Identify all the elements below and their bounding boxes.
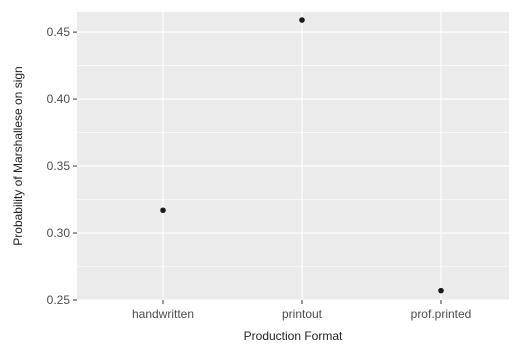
- x-axis-title: Production Format: [244, 329, 343, 343]
- data-points: [160, 17, 444, 294]
- y-tick-label: 0.25: [47, 293, 71, 307]
- axis-ticks: [73, 31, 442, 304]
- data-point-printout: [299, 17, 305, 23]
- y-tick-label: 0.35: [47, 159, 71, 173]
- plot-panel: [77, 12, 509, 300]
- y-tick-label: 0.30: [47, 226, 71, 240]
- tick-labels: 0.25 0.30 0.35 0.40 0.45 handwritten printout p…: [47, 25, 472, 321]
- y-axis-title: Probability of Marshallese on sign: [11, 66, 25, 245]
- data-point-handwritten: [160, 207, 166, 214]
- x-tick-label: printout: [282, 307, 323, 321]
- y-tick-label: 0.40: [47, 92, 71, 106]
- data-point-prof-printed: [438, 287, 444, 294]
- x-tick-label: prof.printed: [411, 307, 472, 321]
- major-gridlines: [77, 12, 509, 301]
- y-tick-label: 0.45: [47, 25, 71, 39]
- minor-gridlines: [77, 65, 509, 267]
- x-tick-label: handwritten: [132, 307, 194, 321]
